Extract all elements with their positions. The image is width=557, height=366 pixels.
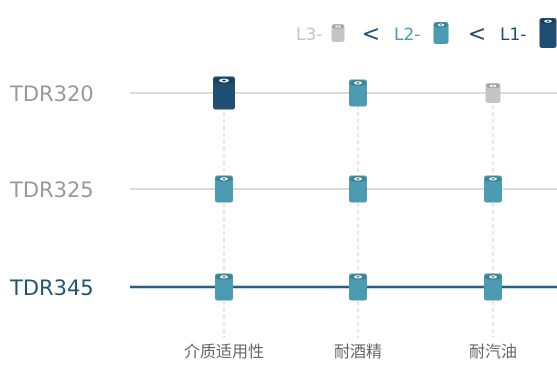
marker-tdr325-col3-l2 — [484, 175, 502, 203]
marker-tdr345-col2-l2 — [349, 273, 367, 301]
marker-tdr320-col1-l1 — [213, 76, 235, 110]
column-label-3: 耐汽油 — [469, 342, 517, 361]
row-label-tdr320: TDR320 — [9, 82, 94, 106]
legend-marker-l3 — [331, 24, 345, 42]
column-label-2: 耐酒精 — [334, 342, 382, 361]
marker-tdr345-col1-l2 — [215, 273, 233, 301]
legend-label-l2: L2- — [394, 25, 420, 45]
marker-tdr320-col2-l2 — [349, 79, 367, 107]
marker-tdr325-col2-l2 — [349, 175, 367, 203]
legend-marker-l2 — [433, 22, 449, 44]
legend-label-l3: L3- — [296, 25, 322, 45]
column-label-1: 介质适用性 — [184, 342, 264, 361]
legend-separator-2: < — [468, 22, 486, 47]
legend-separator-1: < — [362, 22, 380, 47]
row-label-tdr345: TDR345 — [9, 276, 94, 300]
marker-tdr325-col1-l2 — [215, 175, 233, 203]
legend-marker-l1 — [539, 18, 557, 48]
marker-tdr320-col3-l3 — [485, 83, 501, 103]
legend-label-l1: L1- — [500, 25, 526, 45]
marker-tdr345-col3-l2 — [484, 273, 502, 301]
row-label-tdr325: TDR325 — [9, 178, 94, 202]
